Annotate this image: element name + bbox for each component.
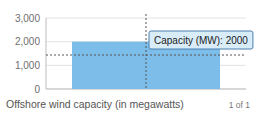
chart: 0 1,000 2,000 3,000 Capacity (MW): 2000 Offsh…	[0, 0, 256, 125]
tooltip: Capacity (MW): 2000	[46, 14, 253, 89]
tick-label: 0	[34, 84, 40, 95]
chart-root: 0 1,000 2,000 3,000 Capacity (MW): 2000 Offsh…	[0, 0, 256, 125]
tick-label: 2,000	[15, 36, 40, 47]
tick-label: 3,000	[15, 13, 40, 24]
tick-label: 1,000	[15, 60, 40, 71]
tooltip-text: Capacity (MW): 2000	[154, 35, 248, 46]
crosshair	[146, 14, 147, 89]
pager: 1 of 1	[229, 100, 251, 110]
crosshair	[46, 55, 246, 56]
y-axis	[46, 18, 47, 89]
tooltip-box	[149, 31, 253, 49]
title: Offshore wind capacity (in megawatts)	[6, 98, 184, 110]
